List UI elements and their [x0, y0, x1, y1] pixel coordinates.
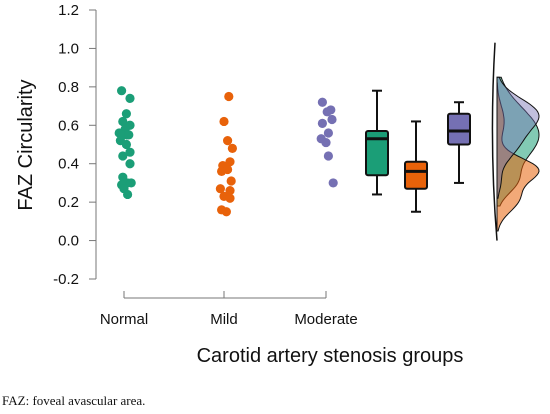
data-point: [327, 114, 337, 125]
y-tick-label: 0.0: [58, 233, 79, 250]
y-tick-label: -0.2: [53, 271, 79, 288]
data-point: [328, 178, 338, 188]
chart: -0.2 0.0 0.2 0.4 0.6 0.8 1.0 1.2 Normal Mild Mode…: [15, 2, 540, 367]
data-point: [225, 193, 235, 203]
data-point: [323, 151, 333, 161]
figure-caption: FAZ: foveal avascular area.: [2, 393, 146, 408]
data-point: [223, 136, 233, 146]
y-axis: -0.2 0.0 0.2 0.4 0.6 0.8 1.0 1.2: [53, 2, 97, 288]
data-point: [322, 107, 332, 117]
x-axis: Normal Mild Moderate: [100, 291, 358, 328]
data-point: [317, 97, 327, 107]
data-point: [125, 147, 135, 157]
data-point: [219, 116, 229, 127]
y-axis-title: FAZ Circularity: [15, 79, 37, 210]
data-point: [124, 130, 134, 140]
density-spine: [491, 42, 498, 241]
data-point: [126, 178, 136, 188]
data-point: [225, 186, 235, 196]
data-point: [125, 93, 135, 103]
data-point: [217, 166, 227, 176]
x-axis-title: Carotid artery stenosis groups: [197, 345, 464, 367]
box-mild: [404, 160, 428, 190]
data-point: [323, 128, 333, 138]
data-point: [317, 118, 327, 128]
data-point: [227, 143, 237, 153]
data-point: [215, 184, 225, 194]
box-plots: [365, 89, 471, 213]
data-point: [118, 116, 128, 127]
data-point: [117, 86, 127, 96]
data-point: [125, 159, 135, 169]
y-tick-label: 0.8: [58, 79, 79, 96]
density-moderate: [496, 76, 540, 199]
x-tick-label: Mild: [210, 311, 238, 328]
x-tick-label: Moderate: [294, 311, 357, 328]
data-point: [123, 189, 133, 200]
y-tick-label: 0.2: [58, 194, 79, 211]
data-point: [224, 91, 234, 102]
y-tick-label: 1.2: [58, 2, 79, 19]
data-point: [226, 176, 236, 186]
y-tick-label: 0.6: [58, 117, 79, 134]
data-point: [321, 137, 331, 148]
x-tick-label: Normal: [100, 311, 148, 328]
box-normal: [365, 130, 389, 177]
y-tick-label: 0.4: [58, 156, 79, 173]
data-points: [114, 86, 338, 217]
density-mild: [496, 82, 540, 232]
data-point: [121, 109, 131, 119]
data-point: [225, 157, 235, 167]
data-point: [221, 207, 231, 217]
data-point: [121, 139, 131, 150]
data-point: [118, 151, 128, 161]
box-moderate: [447, 112, 471, 146]
density-curves: [491, 42, 540, 241]
y-tick-label: 1.0: [58, 40, 79, 57]
